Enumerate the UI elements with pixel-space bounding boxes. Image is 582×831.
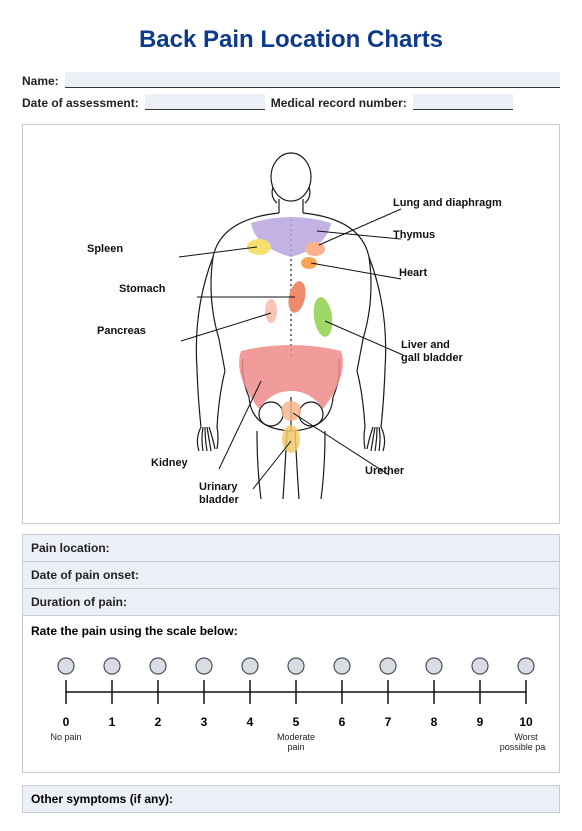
scale-circle-10[interactable]: [518, 658, 534, 674]
scale-circle-2[interactable]: [150, 658, 166, 674]
date-label: Date of assessment:: [22, 96, 139, 110]
scale-number-5: 5: [293, 715, 300, 729]
scale-number-7: 7: [385, 715, 392, 729]
scale-circle-3[interactable]: [196, 658, 212, 674]
pain-scale-box: Rate the pain using the scale below: 0 1 2…: [22, 616, 560, 773]
scale-caption-right: Worst: [514, 732, 538, 742]
scale-number-4: 4: [247, 715, 254, 729]
scale-circle-0[interactable]: [58, 658, 74, 674]
scale-circle-7[interactable]: [380, 658, 396, 674]
name-field[interactable]: [65, 72, 560, 88]
label-stomach: Stomach: [119, 283, 165, 296]
label-thymus: Thymus: [393, 229, 435, 242]
region-urether: [281, 401, 301, 421]
label-pancreas: Pancreas: [97, 325, 146, 338]
scale-circle-1[interactable]: [104, 658, 120, 674]
page-title: Back Pain Location Charts: [22, 26, 560, 54]
scale-circle-9[interactable]: [472, 658, 488, 674]
label-liver: Liver and gall bladder: [401, 339, 463, 365]
scale-caption-right: possible pain: [500, 742, 546, 752]
mrn-field[interactable]: [413, 94, 513, 110]
scale-number-10: 10: [519, 715, 533, 729]
scale-number-3: 3: [201, 715, 208, 729]
section-pain-location[interactable]: Pain location:: [22, 534, 560, 562]
name-label: Name:: [22, 74, 59, 88]
date-field[interactable]: [145, 94, 265, 110]
section-date-onset[interactable]: Date of pain onset:: [22, 562, 560, 589]
scale-caption-left: No pain: [50, 732, 81, 742]
mrn-label: Medical record number:: [271, 96, 407, 110]
label-urinary: Urinary bladder: [199, 481, 239, 507]
label-heart: Heart: [399, 267, 427, 280]
scale-number-2: 2: [155, 715, 162, 729]
section-duration[interactable]: Duration of pain:: [22, 589, 560, 616]
region-liver: [311, 296, 334, 338]
label-spleen: Spleen: [87, 243, 123, 256]
scale-number-8: 8: [431, 715, 438, 729]
pain-scale: 0 1 2 3 4 5 6 7 8 9 10 No pain Moderatepain Worstposs…: [36, 648, 546, 758]
region-spleen: [247, 239, 271, 255]
label-kidney: Kidney: [151, 457, 188, 470]
scale-number-0: 0: [63, 715, 70, 729]
scale-circle-4[interactable]: [242, 658, 258, 674]
scale-title: Rate the pain using the scale below:: [31, 624, 551, 638]
region-heart: [301, 257, 317, 269]
scale-circle-6[interactable]: [334, 658, 350, 674]
scale-circle-8[interactable]: [426, 658, 442, 674]
scale-number-9: 9: [477, 715, 484, 729]
scale-number-1: 1: [109, 715, 116, 729]
scale-caption-mid: pain: [287, 742, 304, 752]
label-urether: Urether: [365, 465, 404, 478]
scale-circle-5[interactable]: [288, 658, 304, 674]
region-pancreas: [265, 299, 277, 323]
body-diagram: Lung and diaphragm Thymus Spleen Heart S…: [22, 124, 560, 524]
section-other-symptoms[interactable]: Other symptoms (if any):: [22, 785, 560, 813]
scale-caption-mid: Moderate: [277, 732, 315, 742]
scale-number-6: 6: [339, 715, 346, 729]
label-lung: Lung and diaphragm: [393, 197, 502, 210]
